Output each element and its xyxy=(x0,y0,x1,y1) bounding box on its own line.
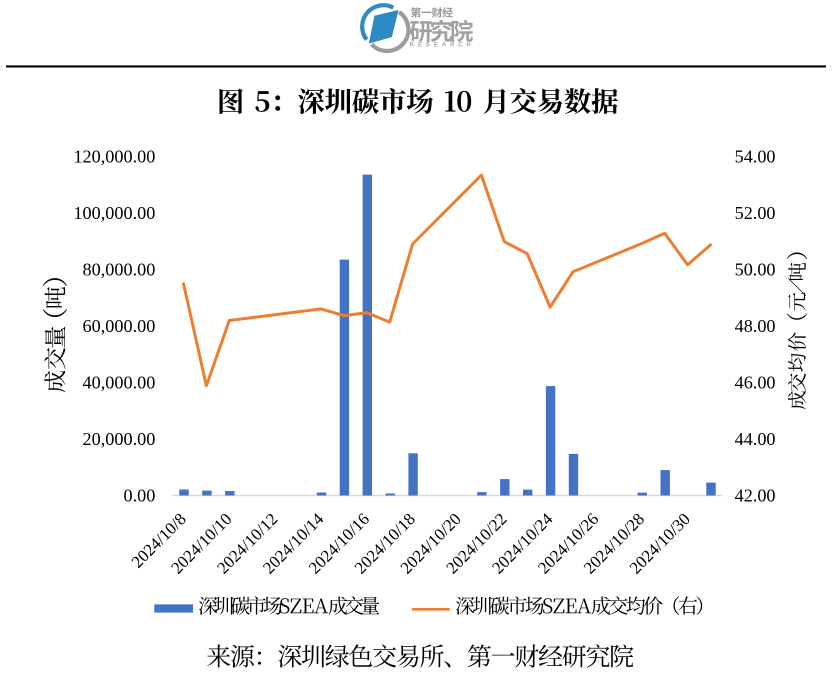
svg-text:80,000.00: 80,000.00 xyxy=(83,260,156,280)
svg-text:60,000.00: 60,000.00 xyxy=(83,316,156,336)
svg-text:120,000.00: 120,000.00 xyxy=(73,147,155,167)
svg-text:46.00: 46.00 xyxy=(735,373,776,393)
svg-text:100,000.00: 100,000.00 xyxy=(73,203,155,223)
svg-text:48.00: 48.00 xyxy=(735,316,776,336)
svg-text:52.00: 52.00 xyxy=(735,203,776,223)
svg-text:50.00: 50.00 xyxy=(735,260,776,280)
svg-text:54.00: 54.00 xyxy=(735,147,776,167)
svg-text:0.00: 0.00 xyxy=(123,485,155,505)
svg-text:RESEARCH: RESEARCH xyxy=(410,43,475,49)
svg-text:40,000.00: 40,000.00 xyxy=(83,373,156,393)
svg-text:44.00: 44.00 xyxy=(735,429,776,449)
svg-text:42.00: 42.00 xyxy=(735,485,776,505)
svg-text:20,000.00: 20,000.00 xyxy=(83,429,156,449)
